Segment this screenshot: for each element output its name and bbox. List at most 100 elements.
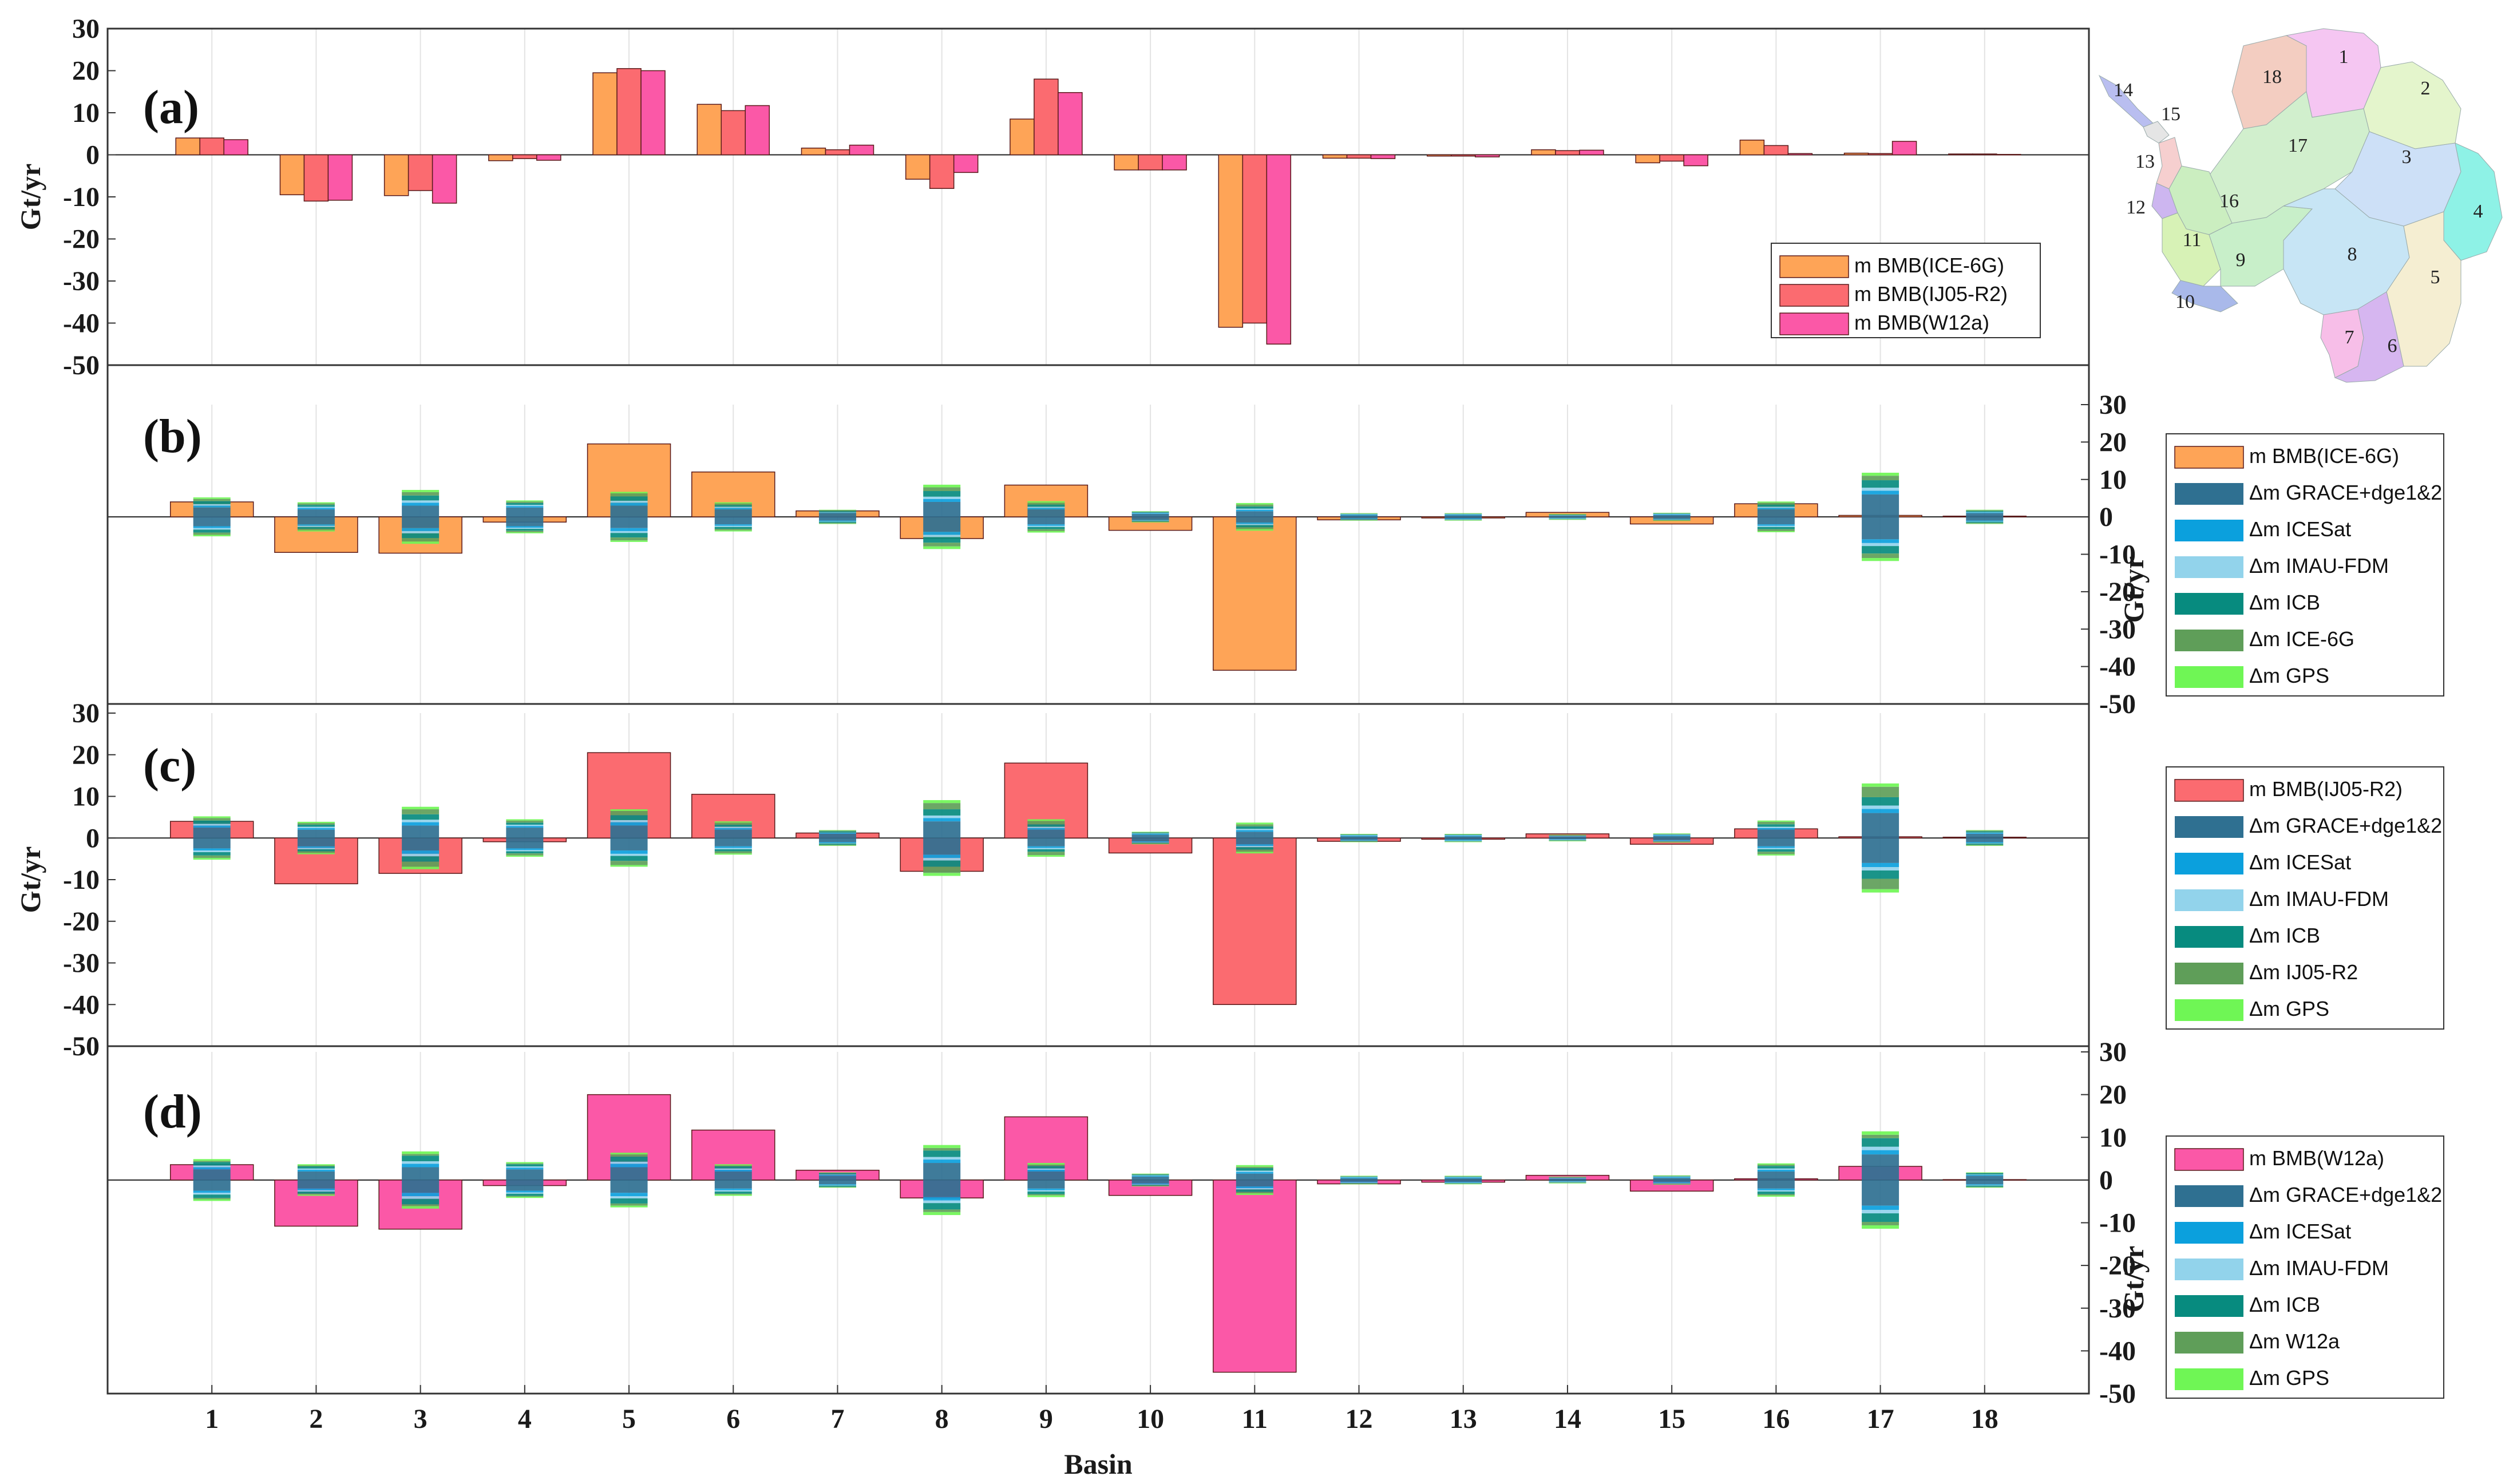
uncertainty-neg-5-basin-17 [1862,553,1899,559]
uncertainty-neg-3-basin-6 [714,848,752,849]
uncertainty-neg-3-basin-2 [297,848,335,849]
uncertainty-neg-3-basin-6 [714,1190,752,1192]
legend-entry: Δm GRACE+dge1&2 [2249,814,2442,837]
uncertainty-pos-4-basin-15 [1653,1176,1691,1177]
bar-1-basin-1 [175,137,200,156]
uncertainty-neg-2-basin-5 [610,1193,648,1197]
uncertainty-neg-6-basin-11 [1236,1193,1273,1195]
uncertainty-pos-3-basin-8 [923,1157,961,1160]
uncertainty-pos-5-basin-9 [1027,502,1065,505]
uncertainty-neg-1-basin-3 [402,1180,440,1193]
uncertainty-pos-1-basin-6 [714,829,752,838]
uncertainty-pos-2-basin-9 [1027,508,1065,510]
legend-swatch [2175,1259,2243,1280]
bar-2-basin-7 [825,149,850,156]
uncertainty-neg-4-basin-15 [1653,841,1691,842]
ytick-label: -10 [2099,1208,2136,1238]
xtick-label: 8 [935,1404,949,1434]
legend-swatch [2174,779,2244,802]
uncertainty-pos-4-basin-15 [1653,834,1691,835]
uncertainty-neg-5-basin-5 [610,537,648,541]
uncertainty-pos-6-basin-1 [193,1159,231,1161]
uncertainty-neg-5-basin-4 [506,853,544,856]
uncertainty-pos-1-basin-9 [1027,829,1065,838]
uncertainty-pos-6-basin-16 [1757,820,1795,822]
uncertainty-pos-4-basin-7 [818,1173,856,1175]
map-label-10: 10 [2175,291,2195,312]
uncertainty-neg-6-basin-3 [402,1206,440,1209]
uncertainty-pos-6-basin-4 [506,500,544,502]
uncertainty-pos-6-basin-6 [714,1164,752,1166]
legend-swatch [2175,630,2243,651]
bar-2-basin-4 [512,154,537,159]
uncertainty-neg-6-basin-17 [1862,558,1899,561]
uncertainty-neg-2-basin-3 [402,850,440,854]
uncertainty-neg-1-basin-11 [1236,517,1273,523]
legend-swatch [2174,1148,2244,1171]
uncertainty-pos-5-basin-3 [402,492,440,496]
ytick-label: 10 [72,782,100,812]
uncertainty-pos-4-basin-17 [1862,1138,1899,1147]
x-axis-label: Basin [1064,1448,1133,1480]
uncertainty-pos-6-basin-9 [1027,819,1065,821]
uncertainty-neg-2-basin-11 [1236,844,1273,846]
uncertainty-neg-5-basin-18 [1966,1186,2004,1188]
uncertainty-neg-3-basin-1 [193,528,231,530]
uncertainty-neg-2-basin-14 [1549,839,1586,840]
uncertainty-neg-6-basin-12 [1340,1184,1378,1185]
uncertainty-pos-6-basin-11 [1236,822,1273,825]
uncertainty-pos-6-basin-16 [1757,501,1795,503]
uncertainty-neg-6-basin-5 [610,1205,648,1208]
uncertainty-pos-6-basin-14 [1549,513,1586,515]
uncertainty-neg-4-basin-4 [506,851,544,854]
uncertainty-neg-1-basin-12 [1340,838,1378,840]
uncertainty-pos-6-basin-8 [923,484,961,488]
uncertainty-neg-6-basin-18 [1966,845,2004,846]
uncertainty-neg-4-basin-17 [1862,1213,1899,1222]
map-label-13: 13 [2135,151,2155,172]
uncertainty-neg-2-basin-15 [1653,1182,1691,1184]
uncertainty-neg-1-basin-17 [1862,1180,1899,1206]
uncertainty-pos-1-basin-10 [1131,513,1169,517]
bar-3-basin-1 [223,139,248,156]
uncertainty-neg-5-basin-9 [1027,529,1065,531]
uncertainty-neg-6-basin-8 [923,1212,961,1216]
uncertainty-pos-1-basin-4 [506,828,544,838]
uncertainty-neg-4-basin-2 [297,527,335,529]
uncertainty-neg-5-basin-9 [1027,1194,1065,1196]
uncertainty-pos-2-basin-1 [193,825,231,828]
uncertainty-neg-4-basin-11 [1236,1189,1273,1192]
uncertainty-neg-4-basin-5 [610,1198,648,1204]
map-label-2: 2 [2421,78,2431,99]
bar-2-basin-14 [1555,150,1580,156]
uncertainty-neg-4-basin-12 [1340,1183,1378,1184]
uncertainty-neg-2-basin-8 [923,532,961,535]
antarctica-basin-map: 1 2 3 4 5 6 7 8 9 10 11 12 13 14 15 16 1… [2098,28,2503,383]
uncertainty-pos-4-basin-7 [818,831,856,833]
uncertainty-neg-3-basin-8 [923,1200,961,1204]
panel-label: (c) [143,739,196,792]
uncertainty-neg-2-basin-9 [1027,524,1065,526]
uncertainty-neg-1-basin-12 [1340,1180,1378,1182]
uncertainty-neg-4-basin-18 [1966,843,2004,845]
uncertainty-neg-2-basin-16 [1757,1188,1795,1190]
uncertainty-pos-1-basin-12 [1340,836,1378,838]
legend-swatch [1779,255,1849,278]
uncertainty-neg-1-basin-16 [1757,1180,1795,1189]
ytick-label: 10 [72,98,100,128]
ytick-label: -50 [63,350,100,381]
uncertainty-neg-5-basin-3 [402,861,440,867]
xtick-label: 10 [1137,1404,1164,1434]
uncertainty-pos-4-basin-16 [1757,504,1795,507]
uncertainty-neg-1-basin-1 [193,838,231,849]
uncertainty-neg-1-basin-9 [1027,517,1065,525]
uncertainty-neg-1-basin-3 [402,517,440,528]
uncertainty-neg-6-basin-2 [297,853,335,854]
bar-1-basin-18 [1948,153,1973,156]
uncertainty-pos-5-basin-18 [1966,830,2004,832]
bar-3-basin-6 [745,105,770,156]
uncertainty-neg-5-basin-3 [402,1204,440,1206]
uncertainty-neg-6-basin-12 [1340,520,1378,521]
uncertainty-neg-1-basin-18 [1966,517,2004,521]
legend-swatch [2175,889,2243,911]
